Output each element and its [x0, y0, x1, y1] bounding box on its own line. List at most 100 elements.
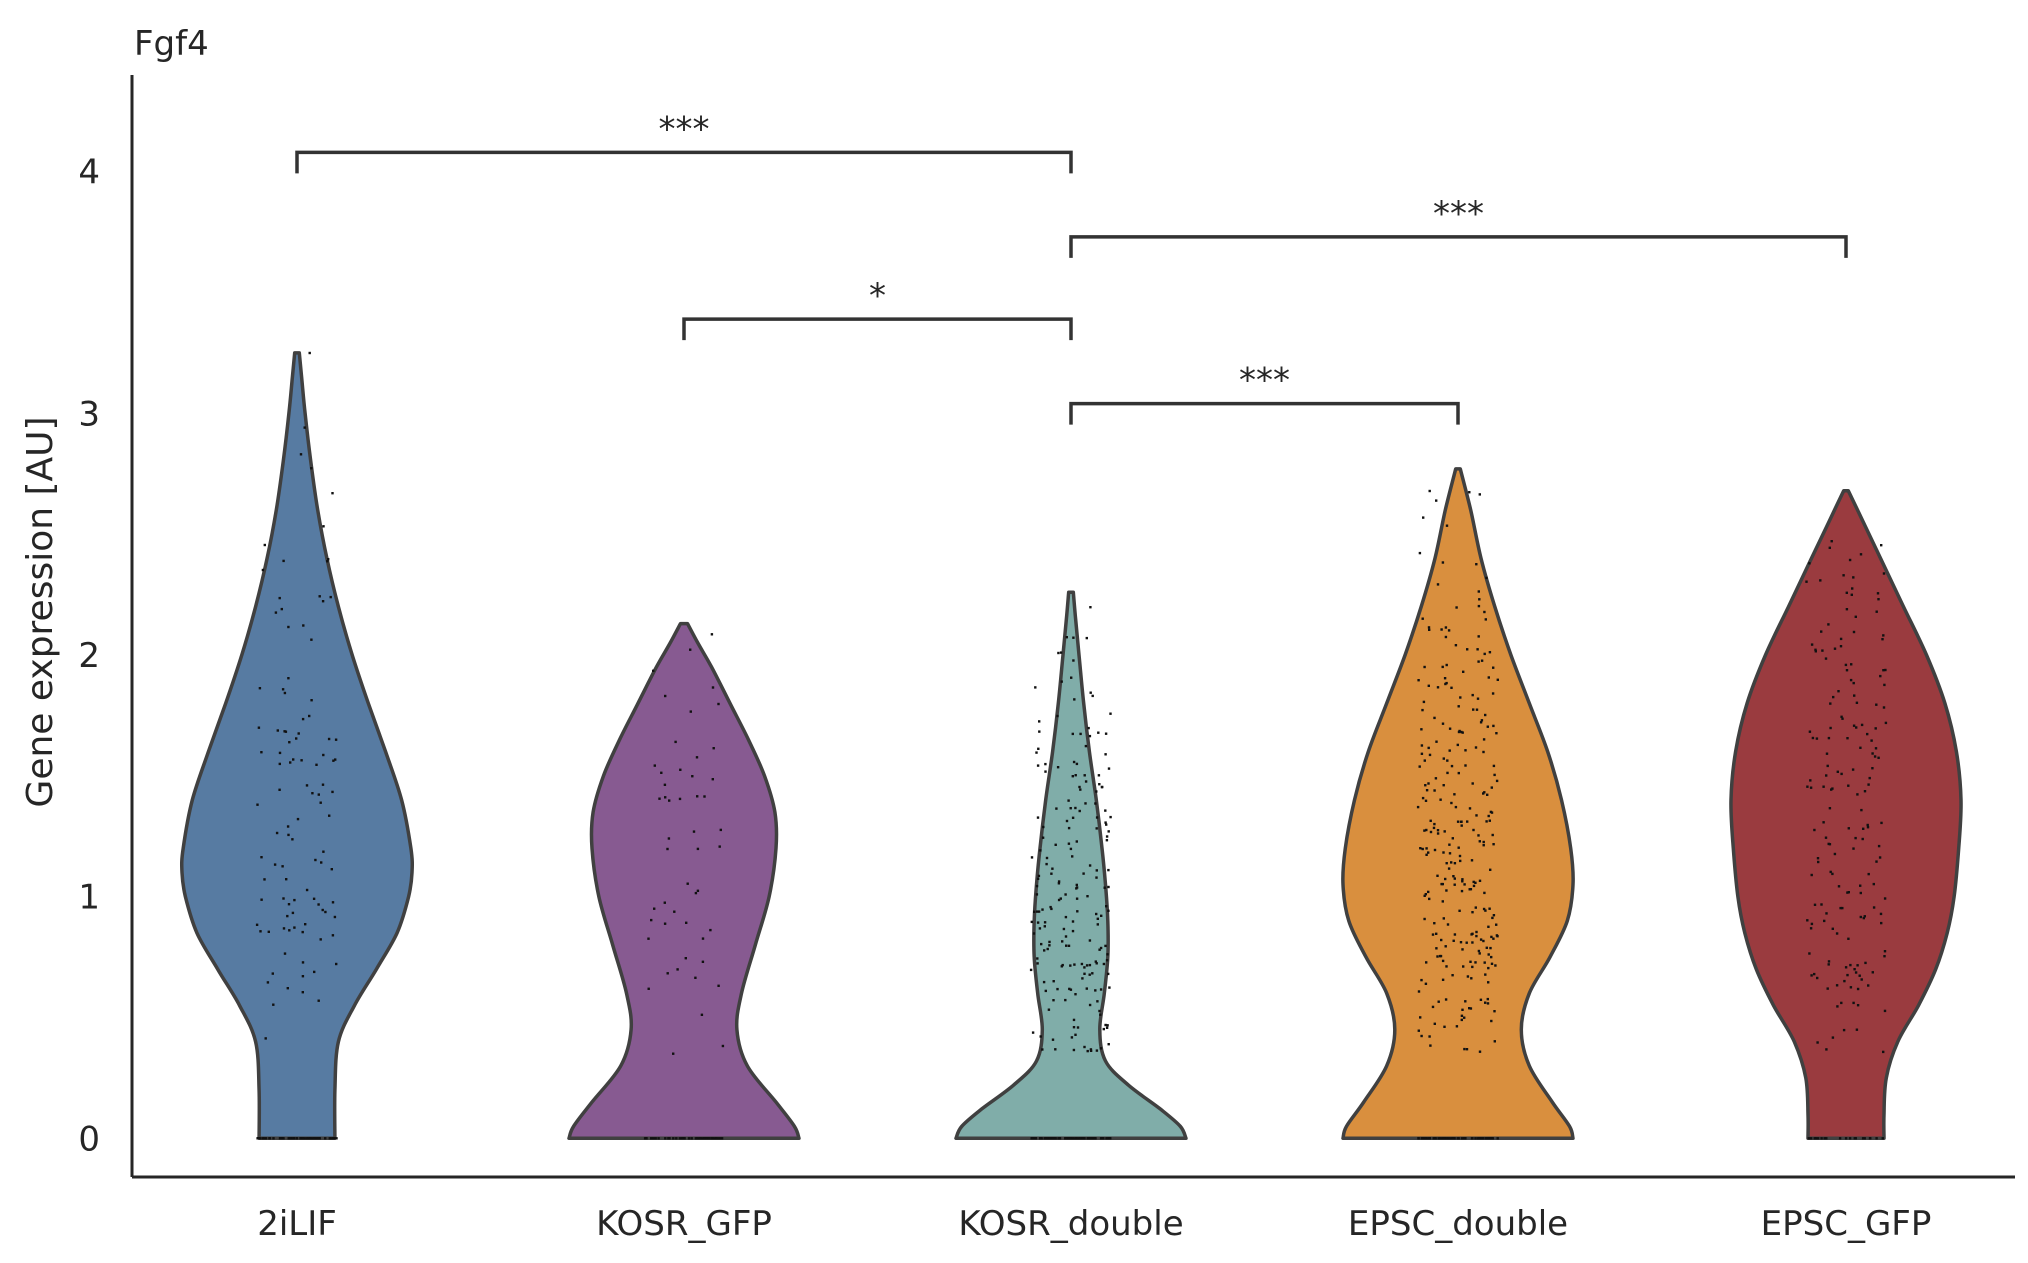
data-point: [1047, 1008, 1051, 1011]
data-point: [1420, 1034, 1423, 1038]
data-point: [1099, 988, 1103, 991]
data-point: [1495, 934, 1499, 937]
data-point: [1833, 647, 1837, 650]
data-point: [291, 911, 295, 915]
data-point: [1095, 790, 1098, 793]
data-point: [1483, 961, 1486, 964]
significance-bracket: [682, 317, 1073, 341]
data-point: [1444, 682, 1447, 686]
data-point: [1454, 644, 1458, 647]
data-point: [301, 1137, 305, 1140]
data-point: [1089, 691, 1092, 694]
data-point: [1862, 916, 1865, 920]
data-point: [1104, 944, 1107, 948]
data-point: [1099, 1047, 1103, 1050]
data-point: [1848, 1137, 1852, 1140]
data-point: [1056, 766, 1060, 769]
data-point: [1067, 799, 1070, 802]
data-point: [1067, 944, 1071, 947]
data-point: [287, 903, 291, 906]
data-point: [1872, 906, 1876, 909]
data-point: [1477, 604, 1481, 608]
data-point: [1496, 678, 1499, 681]
data-point: [1079, 788, 1082, 791]
data-point: [1035, 884, 1039, 888]
data-point: [322, 753, 325, 757]
data-point: [278, 596, 281, 600]
data-point: [1075, 1137, 1078, 1140]
data-point: [692, 830, 696, 833]
data-point: [324, 910, 327, 914]
data-point: [1492, 937, 1495, 940]
data-point: [1483, 791, 1486, 794]
data-point: [1476, 648, 1479, 651]
data-point: [716, 1137, 720, 1140]
data-point: [1416, 805, 1420, 809]
data-point: [667, 837, 671, 840]
data-point: [268, 1137, 272, 1140]
data-point: [1814, 650, 1817, 653]
data-point: [1075, 762, 1079, 766]
data-point: [326, 560, 329, 563]
data-point: [1085, 636, 1088, 640]
data-point: [1469, 1007, 1473, 1010]
data-point: [1105, 1026, 1109, 1029]
data-point: [1850, 593, 1853, 596]
data-point: [703, 795, 706, 798]
data-point: [666, 847, 669, 851]
data-point: [1854, 971, 1858, 974]
data-point: [1036, 962, 1039, 965]
data-point: [1433, 1137, 1436, 1140]
data-point: [260, 751, 263, 754]
data-point: [1808, 562, 1811, 565]
data-point: [1852, 847, 1855, 850]
data-point: [328, 814, 331, 817]
data-point: [1484, 973, 1487, 976]
data-point: [1484, 909, 1487, 912]
data-point: [1483, 652, 1486, 656]
data-point: [1038, 927, 1042, 930]
data-point: [1081, 977, 1084, 980]
data-point: [335, 962, 338, 966]
data-point: [1855, 701, 1859, 704]
data-point: [1079, 732, 1082, 736]
data-point: [1450, 764, 1454, 768]
data-point: [1849, 678, 1853, 682]
data-point: [1072, 1026, 1076, 1029]
data-point: [1820, 630, 1823, 633]
significance-bracket: [1069, 401, 1460, 425]
data-point: [304, 923, 307, 926]
data-point: [330, 868, 333, 871]
data-point: [1100, 914, 1103, 917]
data-point: [700, 1013, 704, 1016]
data-point: [1051, 1038, 1055, 1041]
data-point: [1105, 905, 1108, 908]
data-point: [1060, 680, 1063, 683]
data-point: [667, 1137, 670, 1140]
data-point: [1060, 965, 1063, 968]
data-point: [1069, 964, 1072, 967]
data-point: [1105, 835, 1109, 838]
data-point: [299, 453, 303, 456]
data-point: [319, 938, 322, 941]
data-point: [1056, 987, 1059, 991]
data-point: [314, 858, 317, 862]
data-point: [685, 921, 688, 924]
data-point: [1490, 786, 1493, 789]
data-point: [286, 914, 289, 918]
data-point: [1485, 820, 1488, 823]
data-point: [1436, 832, 1440, 835]
data-point: [1068, 987, 1071, 991]
data-point: [666, 972, 669, 975]
data-point: [1453, 877, 1456, 880]
data-point: [276, 729, 279, 732]
data-point: [1071, 920, 1075, 923]
data-point: [1445, 681, 1448, 685]
data-point: [1457, 730, 1461, 734]
data-point: [1067, 1137, 1071, 1140]
data-point: [1065, 819, 1069, 823]
data-point: [701, 960, 705, 963]
data-point: [1459, 941, 1463, 944]
data-point: [299, 1137, 302, 1140]
data-point: [1840, 1001, 1843, 1005]
